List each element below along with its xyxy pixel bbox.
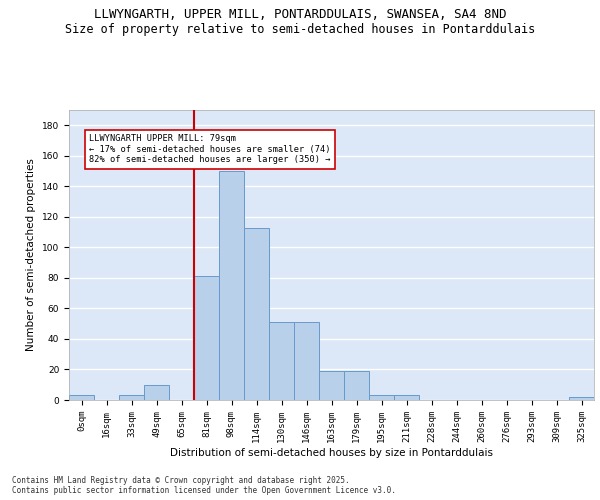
Bar [194,276,219,400]
Bar [394,396,419,400]
Bar [569,397,594,400]
Y-axis label: Number of semi-detached properties: Number of semi-detached properties [26,158,37,352]
X-axis label: Distribution of semi-detached houses by size in Pontarddulais: Distribution of semi-detached houses by … [170,448,493,458]
Bar [319,371,344,400]
Bar [344,371,369,400]
Text: LLWYNGARTH UPPER MILL: 79sqm
← 17% of semi-detached houses are smaller (74)
82% : LLWYNGARTH UPPER MILL: 79sqm ← 17% of se… [89,134,331,164]
Bar [119,396,144,400]
Bar [269,322,294,400]
Text: LLWYNGARTH, UPPER MILL, PONTARDDULAIS, SWANSEA, SA4 8ND: LLWYNGARTH, UPPER MILL, PONTARDDULAIS, S… [94,8,506,20]
Bar [219,171,244,400]
Text: Size of property relative to semi-detached houses in Pontarddulais: Size of property relative to semi-detach… [65,22,535,36]
Text: Contains HM Land Registry data © Crown copyright and database right 2025.
Contai: Contains HM Land Registry data © Crown c… [12,476,396,495]
Bar [144,384,169,400]
Bar [369,396,394,400]
Bar [69,396,94,400]
Bar [244,228,269,400]
Bar [294,322,319,400]
